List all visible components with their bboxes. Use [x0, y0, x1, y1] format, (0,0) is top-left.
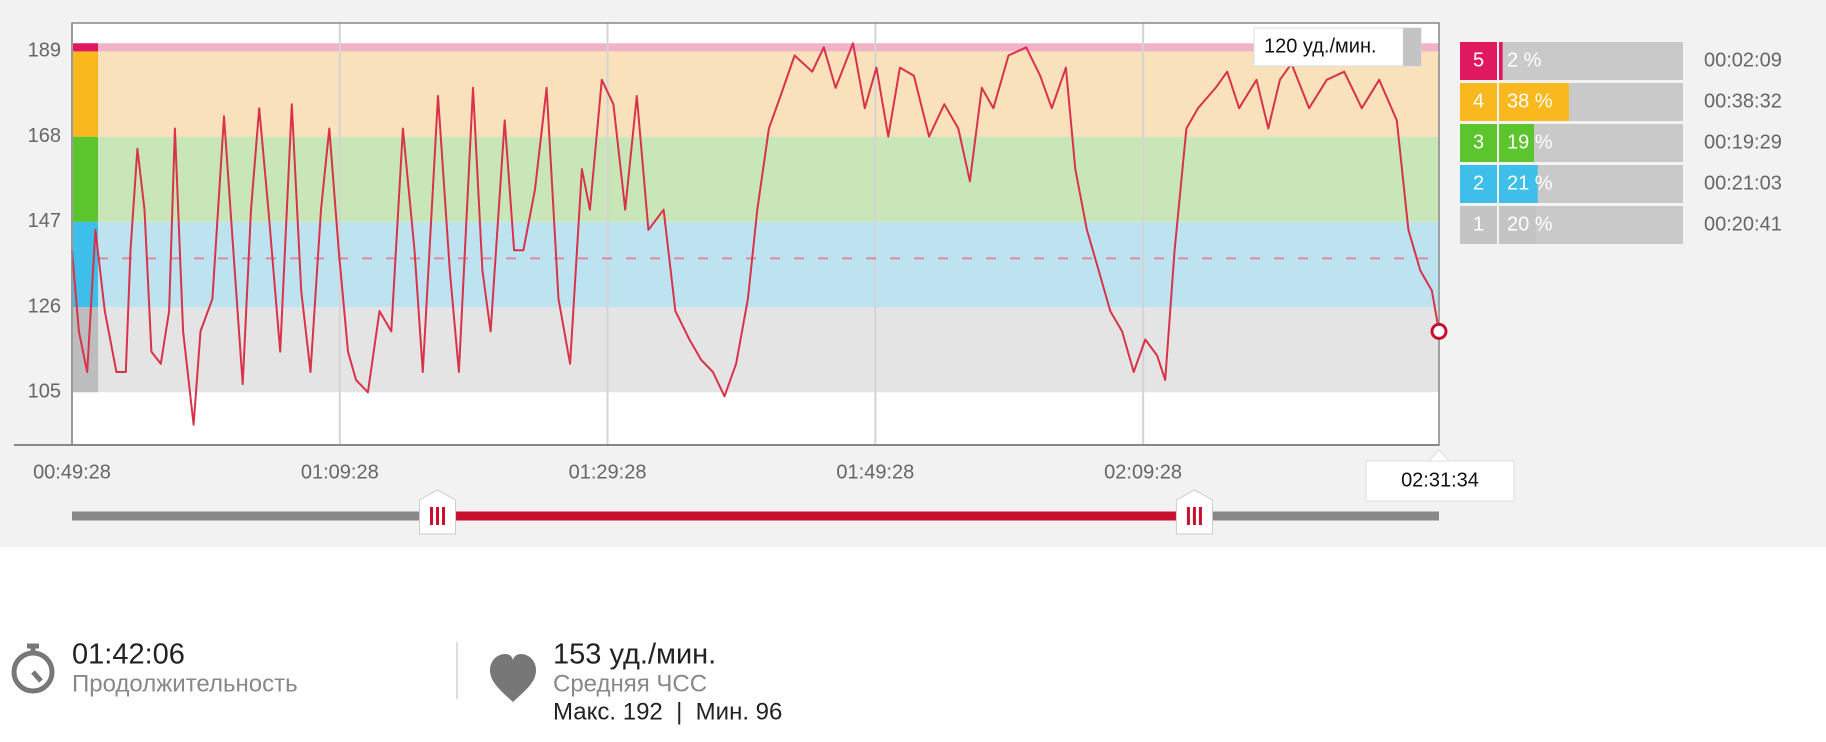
- zone-percent: 2 %: [1507, 49, 1542, 71]
- x-tick-label: 01:29:28: [569, 461, 647, 483]
- zone-percent: 20 %: [1507, 213, 1553, 235]
- zone-time: 00:02:09: [1704, 49, 1782, 71]
- zone-band: [72, 136, 1439, 222]
- duration-value: 01:42:06: [72, 639, 185, 671]
- y-tick-label: 168: [28, 125, 61, 147]
- zone-number-box: [1460, 83, 1497, 121]
- y-tick-label: 189: [28, 40, 61, 62]
- zone-bar: [1499, 165, 1538, 203]
- heart-icon: [490, 654, 536, 702]
- zone-strip: [72, 43, 98, 52]
- zone-bar-bg: [1499, 42, 1683, 80]
- zone-time: 00:19:29: [1704, 131, 1782, 153]
- value-tooltip-tab: [1403, 28, 1421, 66]
- y-tick-label: 126: [28, 295, 61, 317]
- x-tick-label: 00:49:28: [33, 461, 111, 483]
- zone-band: [72, 307, 1439, 393]
- zone-strip: [72, 51, 98, 137]
- value-tooltip: [1253, 27, 1422, 67]
- time-tooltip-text: 02:31:34: [1401, 469, 1479, 491]
- x-tick-label: 02:09:28: [1104, 461, 1182, 483]
- x-tick-label: 01:09:28: [301, 461, 379, 483]
- heart-rate-label: Средняя ЧСС: [553, 670, 707, 697]
- slider-handle[interactable]: [1175, 489, 1213, 535]
- zone-bar: [1499, 42, 1503, 80]
- zone-bar: [1499, 206, 1536, 244]
- heart-rate-line: [71, 42, 1440, 426]
- zone-percent: 21 %: [1507, 172, 1553, 194]
- chart: 00:49:28 01:09:28 01:29:28 01:49:28 02:09:28…: [14, 22, 1782, 535]
- duration-label: Продолжительность: [72, 670, 298, 697]
- zone-number: 3: [1473, 131, 1484, 153]
- zone-number: 2: [1473, 172, 1484, 194]
- y-tick-label: 105: [28, 381, 61, 403]
- value-tooltip-text: 120 уд./мин.: [1264, 35, 1377, 57]
- zone-bar: [1499, 83, 1569, 121]
- y-tick-label: 147: [28, 210, 61, 232]
- stopwatch-icon: [11, 643, 55, 694]
- zone-percent: 38 %: [1507, 90, 1553, 112]
- zone-number: 4: [1473, 90, 1484, 112]
- zone-bar: [1499, 124, 1534, 162]
- zone-number-box: [1460, 206, 1497, 244]
- x-tick-label: 01:49:28: [836, 461, 914, 483]
- zone-number: 1: [1473, 213, 1484, 235]
- zone-time: 00:20:41: [1704, 213, 1782, 235]
- zone-time: 00:38:32: [1704, 90, 1782, 112]
- heart-rate-range: Макс. 192 | Мин. 96: [553, 698, 782, 725]
- zone-band: [72, 43, 1439, 52]
- zone-number-box: [1460, 42, 1497, 80]
- cursor-dot: [1430, 322, 1448, 340]
- zone-strip: [72, 136, 98, 222]
- zone-number: 5: [1473, 49, 1484, 71]
- heart-rate-value: 153 уд./мин.: [553, 639, 716, 671]
- zone-number-box: [1460, 124, 1497, 162]
- zone-strip: [72, 307, 98, 393]
- zone-time: 00:21:03: [1704, 172, 1782, 194]
- time-tooltip: [1365, 460, 1515, 502]
- zone-percent: 19 %: [1507, 131, 1553, 153]
- slider-handle[interactable]: [419, 489, 457, 535]
- zone-number-box: [1460, 165, 1497, 203]
